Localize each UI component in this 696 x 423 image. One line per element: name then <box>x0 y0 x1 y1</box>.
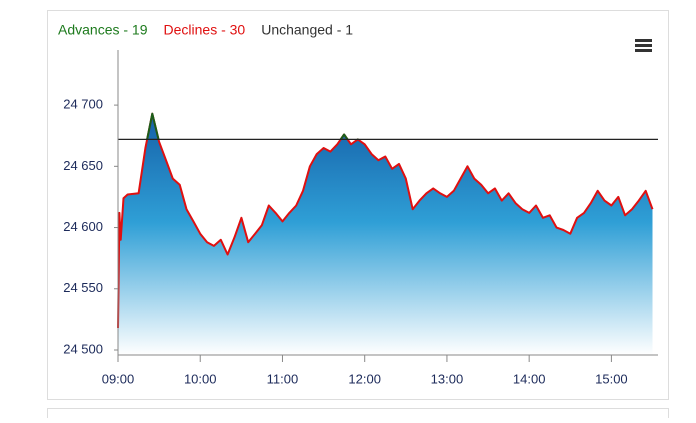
y-tick-label: 24 650 <box>63 158 103 173</box>
x-tick-label: 15:00 <box>595 371 628 386</box>
card-below <box>47 408 669 423</box>
y-tick-label: 24 550 <box>63 280 103 295</box>
menu-icon[interactable] <box>635 39 652 52</box>
x-tick-label: 14:00 <box>513 371 546 386</box>
stat-label: Advances - 19 <box>58 22 148 38</box>
x-tick-label: 11:00 <box>267 371 299 386</box>
y-tick-label: 24 700 <box>63 97 103 112</box>
x-tick-label: 09:00 <box>102 371 135 386</box>
x-tick-label: 12:00 <box>348 371 381 386</box>
stat-label: Declines - 30 <box>164 22 246 38</box>
y-tick-label: 24 600 <box>63 219 103 234</box>
x-tick-label: 13:00 <box>431 371 464 386</box>
x-tick-label: 10:00 <box>184 371 217 386</box>
stat-label: Unchanged - 1 <box>261 22 353 38</box>
area-fill <box>118 113 653 355</box>
y-tick-label: 24 500 <box>63 341 103 356</box>
price-line <box>117 112 654 329</box>
